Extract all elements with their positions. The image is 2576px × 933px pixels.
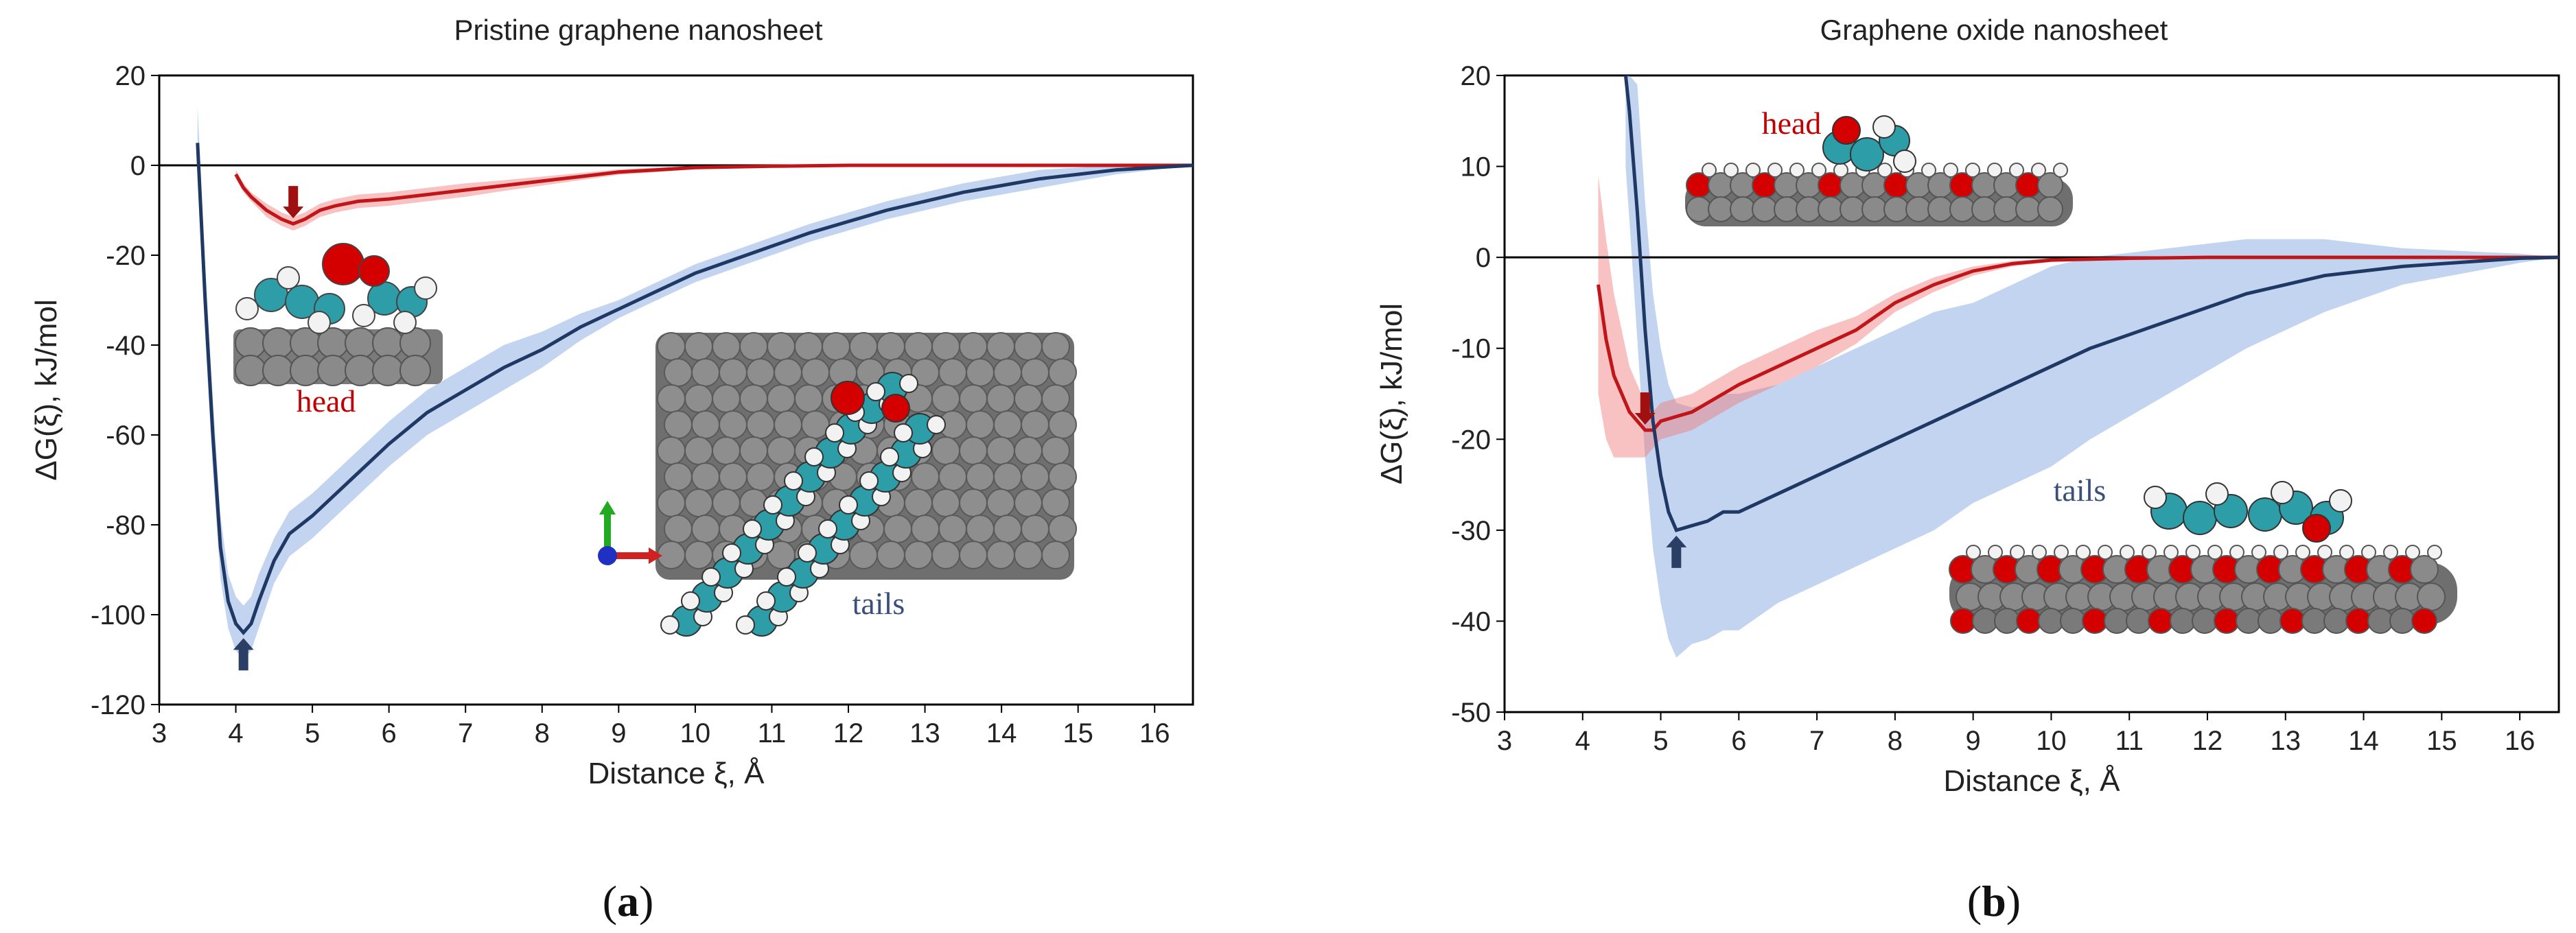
panel-a-x-tick-label: 6: [382, 718, 397, 748]
panel-b-y-tick-label: -20: [1451, 425, 1491, 455]
panel-b-x-tick-label: 13: [2271, 726, 2301, 756]
panel-b-x-tick-label: 9: [1966, 726, 1981, 756]
panel-b-y-tick-label: -40: [1451, 606, 1491, 637]
panel-a-head-label: head: [297, 383, 356, 418]
panel-a-tails-series-line: [196, 143, 1194, 636]
panel-a-y-tick-label: -80: [106, 510, 146, 541]
panel-b-tails-series-line: [1623, 75, 2560, 532]
panel-a-x-tick-label: 5: [305, 718, 320, 748]
panel-b-x-tick-label: 15: [2426, 726, 2457, 756]
panel-b-x-tick-label: 12: [2192, 726, 2223, 756]
panel-a-x-tick-label: 14: [986, 718, 1017, 748]
panel-b-x-tick-label: 16: [2505, 726, 2536, 756]
panel-b-title: Graphene oxide nanosheet: [1820, 14, 2168, 46]
panel-a-head-minimum-arrow: [283, 186, 304, 219]
panel-b-x-tick-label: 6: [1731, 726, 1746, 756]
panel-a-y-tick-label: -120: [91, 690, 146, 720]
panel-b-y-tick-label: -30: [1451, 516, 1491, 546]
panel-b-y-tick-label: -50: [1451, 698, 1491, 728]
panel-a-head-series-line: [234, 163, 1193, 226]
panel-a-y-tick-label: -40: [106, 331, 146, 361]
panel-a-x-tick-label: 13: [909, 718, 940, 748]
panel-a-y-tick-label: 20: [115, 61, 146, 91]
panel-b-x-axis-label: Distance ξ, Å: [1944, 764, 2121, 798]
panel-a-x-tick-label: 15: [1063, 718, 1093, 748]
panel-b-y-axis-label: ΔG(ξ), kJ/mol: [1375, 303, 1408, 484]
panel-b-head-series-line: [1597, 255, 2559, 432]
panel-b-y-tick-label: -10: [1451, 334, 1491, 364]
panel-b-tails-minimum-arrow: [1666, 535, 1687, 568]
panel-a-y-tick-label: -100: [91, 600, 146, 630]
panel-a-x-tick-label: 9: [611, 718, 626, 748]
panel-b-y-tick-label: 20: [1461, 61, 1492, 91]
panel-a-x-tick-label: 4: [228, 718, 243, 748]
panel-a-y-tick-label: -60: [106, 421, 146, 451]
panel-a-chart: Pristine graphene nanosheet 3 4 5 6 7 8 9 10 11 1…: [30, 14, 1194, 925]
panel-b-x-tick-label: 14: [2348, 726, 2379, 756]
panel-b-tails-label: tails: [2054, 473, 2107, 508]
panel-a-y-tick-label: -20: [106, 241, 146, 271]
panel-a-x-tick-label: 3: [152, 718, 167, 748]
panel-a-head-molecule-illustration: [233, 243, 443, 386]
panel-a-tails-molecule-illustration: [655, 332, 1077, 637]
panel-b-x-tick-label: 5: [1653, 726, 1668, 756]
panel-a-tails-minimum-arrow: [233, 638, 254, 671]
panel-b-tails-molecule-illustration: [1949, 481, 2457, 634]
panel-a-plot-area: [158, 74, 1194, 706]
panel-a-y-axis-label: ΔG(ξ), kJ/mol: [30, 299, 63, 480]
panel-a-x-tick-label: 12: [833, 718, 864, 748]
panel-a-plot-frame: [158, 74, 1194, 706]
panel-b-y-tick-label: 0: [1476, 243, 1491, 273]
panel-b-tails-error-band: [1625, 75, 2559, 658]
panel-b-chart: Graphene oxide nanosheet 3 4 5 6 7 8 9 10 11 12 13…: [1375, 14, 2560, 925]
panel-b-plot-frame: [1503, 74, 2560, 713]
panel-b-x-tick-label: 8: [1888, 726, 1903, 756]
panel-b-x-tick-label: 10: [2036, 726, 2067, 756]
panel-a-x-tick-label: 7: [458, 718, 473, 748]
panel-b-x-tick-label: 4: [1575, 726, 1590, 756]
panel-b-x-tick-label: 11: [2115, 726, 2144, 756]
panel-a-x-axis-label: Distance ξ, Å: [588, 757, 765, 790]
panel-b-label: (b): [1967, 877, 2021, 925]
panel-b-head-molecule-illustration: [1685, 115, 2073, 226]
panel-a-axis-triad-icon: [598, 501, 662, 565]
panel-a-x-tick-label: 8: [535, 718, 550, 748]
panel-b-head-label: head: [1762, 106, 1822, 141]
panel-a-tails-label: tails: [852, 586, 905, 621]
panel-a-x-tick-label: 10: [680, 718, 711, 748]
panel-a-head-error-band: [235, 165, 1194, 231]
panel-a-label: (a): [603, 877, 654, 925]
panel-b-x-tick-label: 3: [1497, 726, 1512, 756]
panel-b-x-tick-label: 7: [1809, 726, 1824, 756]
panel-b-head-minimum-arrow: [1634, 392, 1656, 425]
panel-a-x-tick-label: 11: [758, 718, 787, 748]
panel-b-plot-area: [1503, 74, 2560, 713]
panel-a-x-tick-label: 16: [1139, 718, 1170, 748]
panel-a-title: Pristine graphene nanosheet: [454, 14, 822, 46]
panel-a-y-tick-label: 0: [130, 151, 146, 181]
panel-b-y-tick-label: 10: [1461, 152, 1492, 182]
